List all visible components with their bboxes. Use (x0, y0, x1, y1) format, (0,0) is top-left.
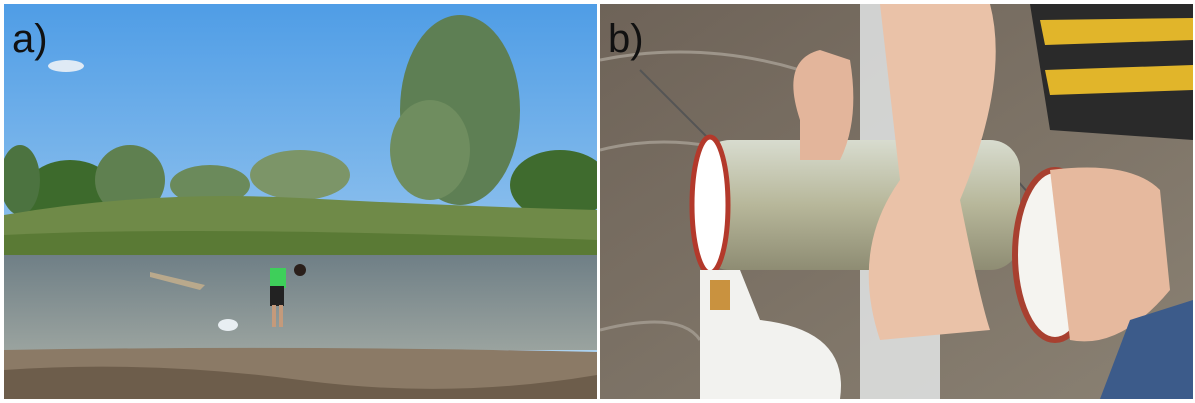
photo-b (600, 4, 1193, 399)
panel-label: b) (608, 17, 644, 61)
photo-a (4, 4, 597, 399)
panel-label: a) (12, 17, 48, 61)
